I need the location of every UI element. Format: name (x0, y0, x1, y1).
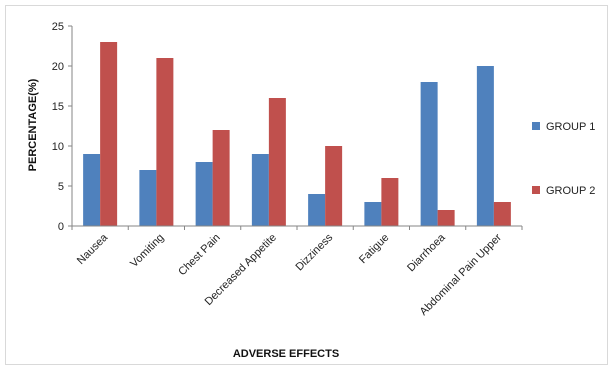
legend-label-1: GROUP 1 (546, 121, 595, 133)
bar-group-2-5 (381, 178, 399, 226)
y-tick-label: 15 (52, 101, 64, 113)
bar-group-2-0 (100, 42, 118, 226)
bar-group-1-0 (83, 154, 101, 226)
x-tick-label: Nausea (75, 231, 111, 267)
y-tick-label: 10 (52, 141, 64, 153)
bar-group-2-3 (268, 98, 286, 226)
legend-swatch-2 (532, 186, 540, 194)
bar-group-2-4 (325, 146, 343, 226)
bar-group-1-1 (139, 170, 157, 226)
bar-group-1-7 (476, 66, 494, 226)
bar-group-1-3 (251, 154, 269, 226)
y-tick-label: 0 (58, 221, 64, 233)
x-tick-label: Chest Pain (176, 232, 223, 279)
bar-group-2-7 (493, 202, 511, 226)
x-tick-label: Fatigue (357, 232, 391, 266)
x-tick-label: Vomiting (128, 232, 166, 270)
bar-group-2-1 (156, 58, 174, 226)
bar-group-2-2 (212, 130, 230, 226)
y-axis-ticks: 0 5 10 15 20 25 (52, 21, 72, 233)
y-tick-label: 5 (58, 181, 64, 193)
legend: GROUP 1 GROUP 2 (532, 121, 595, 197)
bar-group-1-5 (364, 202, 382, 226)
bars (83, 42, 511, 226)
x-tick-label: Dizziness (293, 231, 335, 273)
x-tick-label: Diarrhoea (405, 231, 448, 274)
bar-group-1-4 (308, 194, 326, 226)
bar-group-1-2 (195, 162, 213, 226)
y-tick-label: 20 (52, 61, 64, 73)
legend-label-2: GROUP 2 (546, 185, 595, 197)
bar-group-1-6 (420, 82, 438, 226)
legend-swatch-1 (532, 122, 540, 130)
x-axis-title: ADVERSE EFFECTS (233, 348, 339, 360)
bar-group-2-6 (437, 210, 455, 226)
y-axis-title: PERCENTAGE(%) (27, 78, 39, 171)
y-tick-label: 25 (52, 21, 64, 33)
